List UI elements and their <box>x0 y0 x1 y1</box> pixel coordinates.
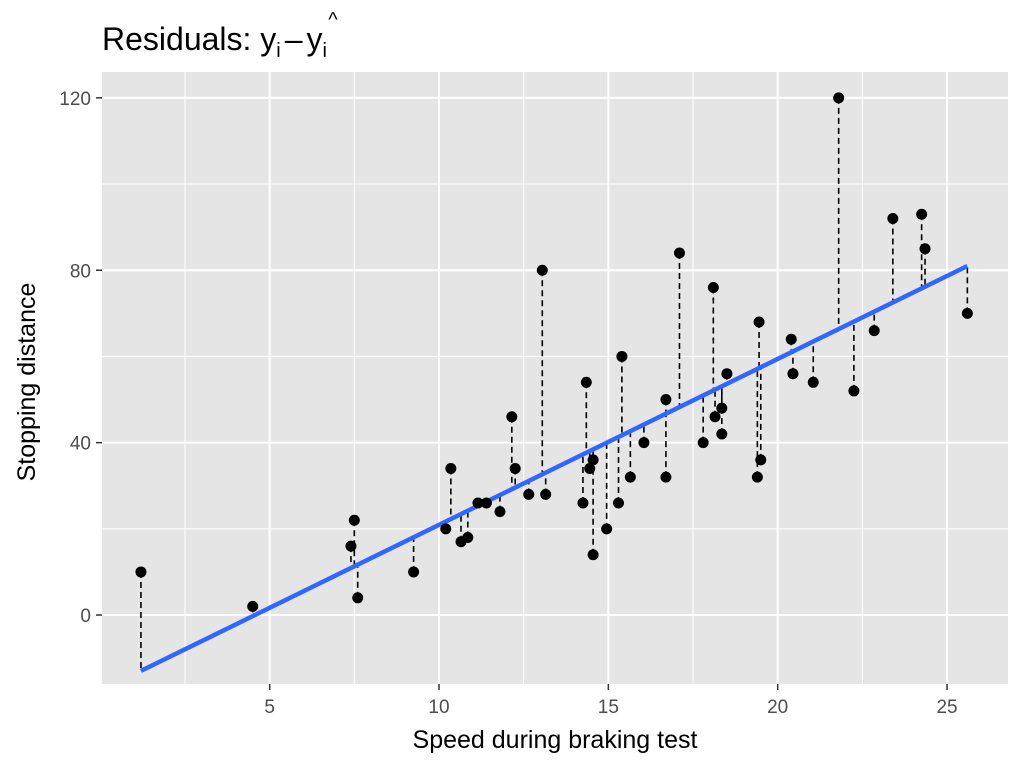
data-point <box>787 368 799 380</box>
y-tick-label: 80 <box>70 261 91 282</box>
data-point <box>247 600 259 612</box>
data-point <box>919 243 931 255</box>
data-point <box>707 281 719 293</box>
data-point <box>509 463 521 475</box>
x-tick-label: 25 <box>936 697 957 718</box>
data-point <box>472 497 484 509</box>
data-point <box>833 92 845 104</box>
data-point <box>660 471 672 483</box>
data-point <box>352 592 364 604</box>
x-tick-label: 10 <box>428 697 449 718</box>
data-point <box>440 523 452 535</box>
data-point <box>673 247 685 259</box>
data-point <box>445 463 457 475</box>
data-point <box>785 333 797 345</box>
x-axis-label: Speed during braking test <box>413 726 698 754</box>
chart-title: Residuals: yi – yi <box>102 21 327 62</box>
data-point <box>580 376 592 388</box>
x-tick-label: 15 <box>598 697 619 718</box>
data-point <box>494 506 506 518</box>
title-hat-accent: ^ <box>328 9 338 31</box>
y-axis: 0 40 80 120 <box>59 89 102 627</box>
data-point <box>536 264 548 276</box>
x-axis: 5 10 15 20 25 <box>264 684 958 718</box>
data-point <box>848 385 860 397</box>
data-point <box>584 463 596 475</box>
data-point <box>807 376 819 388</box>
data-point <box>587 549 599 561</box>
data-point <box>577 497 589 509</box>
data-point <box>660 394 672 406</box>
title-subscript-i-2: i <box>323 40 327 62</box>
regression-line <box>139 264 969 673</box>
data-point <box>345 540 357 552</box>
data-point <box>601 523 613 535</box>
data-point <box>135 566 147 578</box>
data-point <box>638 437 650 449</box>
data-point <box>480 497 492 509</box>
data-point <box>348 514 360 526</box>
x-tick-label: 5 <box>264 697 275 718</box>
plot-panel <box>102 72 1008 684</box>
data-point <box>709 411 721 423</box>
data-point <box>540 488 552 500</box>
title-y-hat: y <box>307 21 323 57</box>
title-prefix: Residuals: <box>102 21 260 57</box>
data-point <box>408 566 420 578</box>
data-point <box>624 471 636 483</box>
data-point <box>616 350 628 362</box>
data-point <box>916 208 928 220</box>
y-axis-label: Stopping distance <box>13 283 41 482</box>
y-tick-label: 0 <box>80 606 91 627</box>
data-point <box>751 471 763 483</box>
data-point <box>755 454 767 466</box>
data-point <box>753 316 765 328</box>
panel-background <box>102 72 1008 684</box>
data-point <box>868 325 880 337</box>
data-point <box>506 411 518 423</box>
data-point <box>697 437 709 449</box>
data-point <box>961 307 973 319</box>
title-minus: – <box>285 21 303 57</box>
data-point <box>716 428 728 440</box>
title-y: y <box>260 21 276 57</box>
y-tick-label: 120 <box>59 89 91 110</box>
data-point <box>887 213 899 225</box>
data-point <box>523 488 535 500</box>
x-tick-label: 20 <box>767 697 788 718</box>
data-point <box>613 497 625 509</box>
data-point <box>587 454 599 466</box>
y-tick-label: 40 <box>70 434 91 455</box>
data-point <box>462 531 474 543</box>
title-subscript-i: i <box>276 40 280 62</box>
data-point <box>721 368 733 380</box>
data-point <box>716 402 728 414</box>
